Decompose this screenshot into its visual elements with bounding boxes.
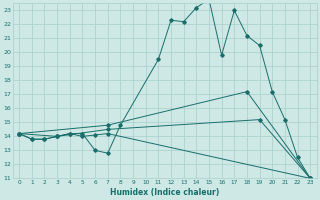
X-axis label: Humidex (Indice chaleur): Humidex (Indice chaleur)	[110, 188, 219, 197]
